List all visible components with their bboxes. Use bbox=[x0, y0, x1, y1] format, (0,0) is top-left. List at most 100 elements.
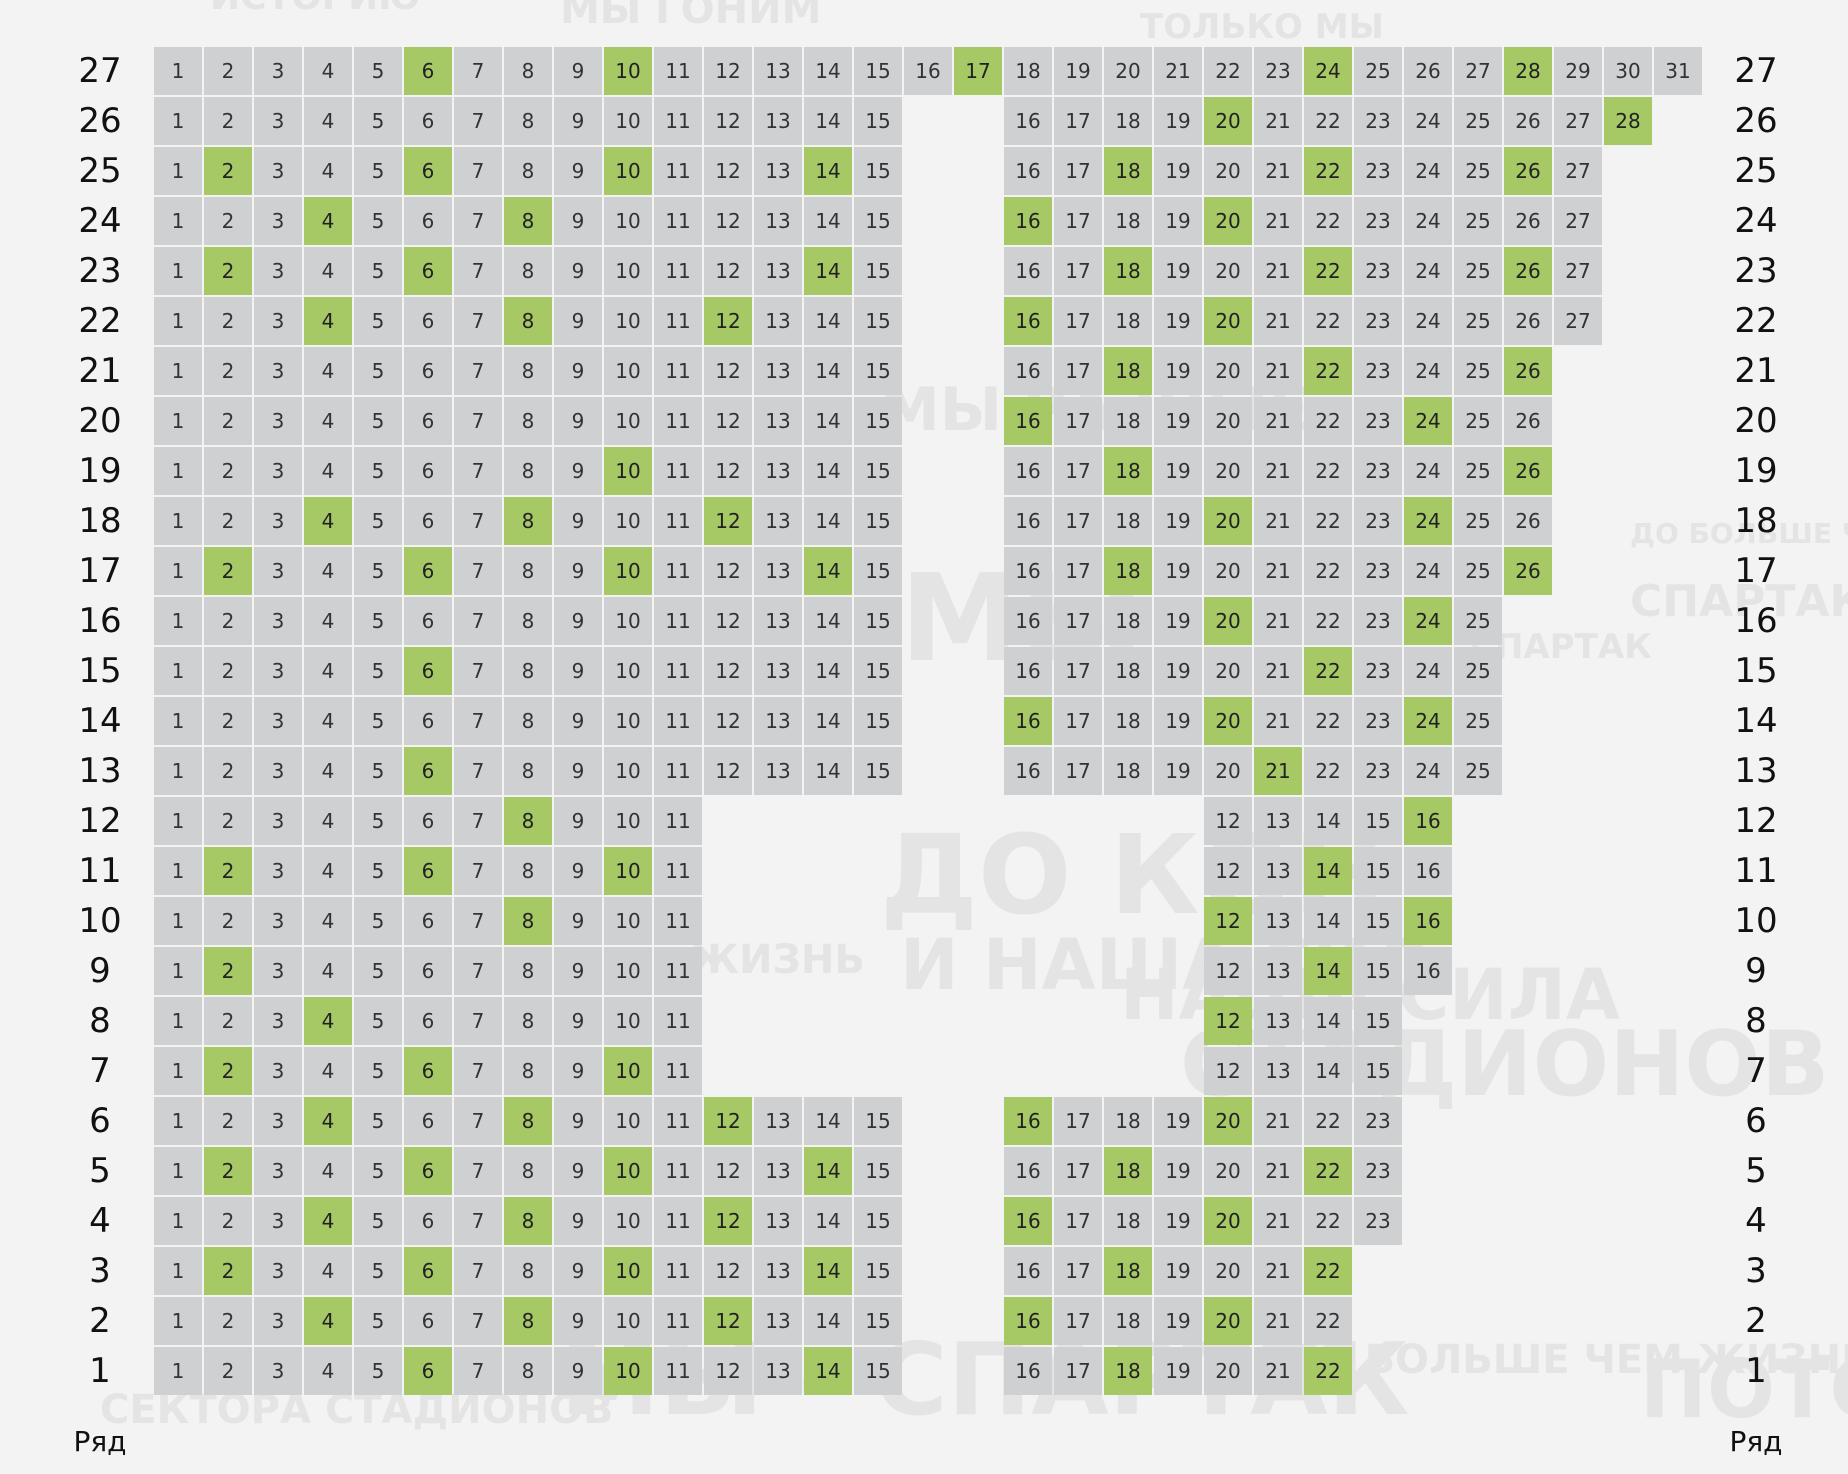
seat-occupied[interactable]: 5 bbox=[354, 947, 402, 995]
seat-occupied[interactable]: 6 bbox=[404, 597, 452, 645]
seat-available[interactable]: 17 bbox=[954, 47, 1002, 95]
seat-occupied[interactable]: 20 bbox=[1204, 747, 1252, 795]
seat-occupied[interactable]: 27 bbox=[1554, 147, 1602, 195]
seat-occupied[interactable]: 10 bbox=[604, 97, 652, 145]
seat-occupied[interactable]: 6 bbox=[404, 797, 452, 845]
seat-occupied[interactable]: 23 bbox=[1354, 747, 1402, 795]
seat-occupied[interactable]: 2 bbox=[204, 497, 252, 545]
seat-occupied[interactable]: 22 bbox=[1204, 47, 1252, 95]
seat-occupied[interactable]: 10 bbox=[604, 997, 652, 1045]
seat-occupied[interactable]: 21 bbox=[1254, 1197, 1302, 1245]
seat-occupied[interactable]: 1 bbox=[154, 897, 202, 945]
seat-available[interactable]: 14 bbox=[804, 247, 852, 295]
seat-available[interactable]: 6 bbox=[404, 647, 452, 695]
seat-occupied[interactable]: 1 bbox=[154, 797, 202, 845]
seat-occupied[interactable]: 8 bbox=[504, 397, 552, 445]
seat-occupied[interactable]: 7 bbox=[454, 297, 502, 345]
seat-occupied[interactable]: 9 bbox=[554, 197, 602, 245]
seat-occupied[interactable]: 4 bbox=[304, 147, 352, 195]
seat-occupied[interactable]: 16 bbox=[1004, 1347, 1052, 1395]
seat-available[interactable]: 26 bbox=[1504, 447, 1552, 495]
seat-available[interactable]: 28 bbox=[1504, 47, 1552, 95]
seat-occupied[interactable]: 24 bbox=[1404, 647, 1452, 695]
seat-occupied[interactable]: 19 bbox=[1154, 97, 1202, 145]
seat-occupied[interactable]: 3 bbox=[254, 1047, 302, 1095]
seat-occupied[interactable]: 8 bbox=[504, 147, 552, 195]
seat-occupied[interactable]: 14 bbox=[804, 97, 852, 145]
seat-occupied[interactable]: 6 bbox=[404, 497, 452, 545]
seat-occupied[interactable]: 15 bbox=[854, 697, 902, 745]
seat-available[interactable]: 10 bbox=[604, 1047, 652, 1095]
seat-available[interactable]: 14 bbox=[804, 147, 852, 195]
seat-occupied[interactable]: 5 bbox=[354, 47, 402, 95]
seat-occupied[interactable]: 14 bbox=[1304, 997, 1352, 1045]
seat-occupied[interactable]: 7 bbox=[454, 347, 502, 395]
seat-occupied[interactable]: 25 bbox=[1454, 97, 1502, 145]
seat-available[interactable]: 2 bbox=[204, 547, 252, 595]
seat-available[interactable]: 6 bbox=[404, 1247, 452, 1295]
seat-occupied[interactable]: 10 bbox=[604, 597, 652, 645]
seat-available[interactable]: 10 bbox=[604, 1347, 652, 1395]
seat-occupied[interactable]: 13 bbox=[754, 347, 802, 395]
seat-occupied[interactable]: 16 bbox=[1004, 597, 1052, 645]
seat-available[interactable]: 12 bbox=[1204, 997, 1252, 1045]
seat-occupied[interactable]: 12 bbox=[704, 197, 752, 245]
seat-occupied[interactable]: 9 bbox=[554, 447, 602, 495]
seat-occupied[interactable]: 6 bbox=[404, 897, 452, 945]
seat-occupied[interactable]: 23 bbox=[1354, 297, 1402, 345]
seat-occupied[interactable]: 3 bbox=[254, 1097, 302, 1145]
seat-available[interactable]: 24 bbox=[1304, 47, 1352, 95]
seat-occupied[interactable]: 13 bbox=[754, 147, 802, 195]
seat-occupied[interactable]: 16 bbox=[1004, 97, 1052, 145]
seat-occupied[interactable]: 2 bbox=[204, 1197, 252, 1245]
seat-available[interactable]: 16 bbox=[1404, 897, 1452, 945]
seat-available[interactable]: 4 bbox=[304, 197, 352, 245]
seat-occupied[interactable]: 3 bbox=[254, 847, 302, 895]
seat-occupied[interactable]: 3 bbox=[254, 647, 302, 695]
seat-available[interactable]: 20 bbox=[1204, 697, 1252, 745]
seat-occupied[interactable]: 25 bbox=[1454, 597, 1502, 645]
seat-occupied[interactable]: 11 bbox=[654, 497, 702, 545]
seat-occupied[interactable]: 2 bbox=[204, 747, 252, 795]
seat-occupied[interactable]: 11 bbox=[654, 1197, 702, 1245]
seat-available[interactable]: 21 bbox=[1254, 747, 1302, 795]
seat-occupied[interactable]: 20 bbox=[1204, 247, 1252, 295]
seat-occupied[interactable]: 23 bbox=[1354, 597, 1402, 645]
seat-available[interactable]: 24 bbox=[1404, 497, 1452, 545]
seat-available[interactable]: 16 bbox=[1004, 197, 1052, 245]
seat-available[interactable]: 4 bbox=[304, 1097, 352, 1145]
seat-available[interactable]: 20 bbox=[1204, 1097, 1252, 1145]
seat-occupied[interactable]: 7 bbox=[454, 697, 502, 745]
seat-occupied[interactable]: 1 bbox=[154, 1097, 202, 1145]
seat-occupied[interactable]: 23 bbox=[1354, 197, 1402, 245]
seat-occupied[interactable]: 15 bbox=[854, 547, 902, 595]
seat-occupied[interactable]: 2 bbox=[204, 47, 252, 95]
seat-occupied[interactable]: 17 bbox=[1054, 197, 1102, 245]
seat-occupied[interactable]: 5 bbox=[354, 747, 402, 795]
seat-occupied[interactable]: 4 bbox=[304, 1147, 352, 1195]
seat-occupied[interactable]: 24 bbox=[1404, 747, 1452, 795]
seat-occupied[interactable]: 1 bbox=[154, 1247, 202, 1295]
seat-occupied[interactable]: 1 bbox=[154, 47, 202, 95]
seat-occupied[interactable]: 16 bbox=[1004, 747, 1052, 795]
seat-occupied[interactable]: 11 bbox=[654, 947, 702, 995]
seat-occupied[interactable]: 22 bbox=[1304, 1297, 1352, 1345]
seat-occupied[interactable]: 15 bbox=[854, 1297, 902, 1345]
seat-occupied[interactable]: 1 bbox=[154, 597, 202, 645]
seat-occupied[interactable]: 3 bbox=[254, 247, 302, 295]
seat-occupied[interactable]: 22 bbox=[1304, 747, 1352, 795]
seat-occupied[interactable]: 5 bbox=[354, 997, 402, 1045]
seat-occupied[interactable]: 13 bbox=[754, 197, 802, 245]
seat-occupied[interactable]: 11 bbox=[654, 47, 702, 95]
seat-available[interactable]: 20 bbox=[1204, 197, 1252, 245]
seat-available[interactable]: 8 bbox=[504, 1097, 552, 1145]
seat-available[interactable]: 14 bbox=[1304, 947, 1352, 995]
seat-occupied[interactable]: 7 bbox=[454, 1147, 502, 1195]
seat-occupied[interactable]: 9 bbox=[554, 697, 602, 745]
seat-occupied[interactable]: 17 bbox=[1054, 497, 1102, 545]
seat-available[interactable]: 22 bbox=[1304, 347, 1352, 395]
seat-occupied[interactable]: 23 bbox=[1354, 1197, 1402, 1245]
seat-occupied[interactable]: 13 bbox=[754, 97, 802, 145]
seat-occupied[interactable]: 16 bbox=[1004, 647, 1052, 695]
seat-available[interactable]: 2 bbox=[204, 247, 252, 295]
